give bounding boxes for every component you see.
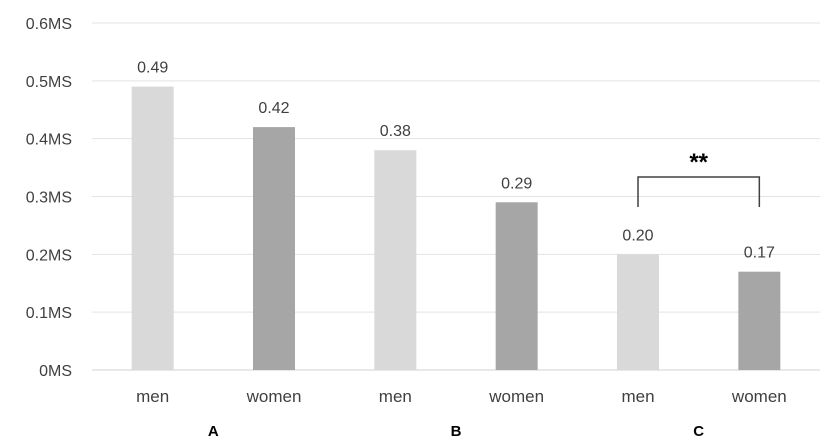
y-tick-label: 0.3MS xyxy=(26,190,72,207)
group-labels: A B C xyxy=(208,423,704,440)
value-label: 0.38 xyxy=(380,123,411,140)
group-label: B xyxy=(451,423,462,440)
value-label: 0.49 xyxy=(137,60,168,77)
y-tick-label: 0.1MS xyxy=(26,305,72,322)
bars xyxy=(131,86,781,370)
gridlines xyxy=(92,22,820,371)
significance-bracket xyxy=(637,176,761,207)
value-label: 0.20 xyxy=(622,227,653,244)
bar xyxy=(617,254,659,370)
y-tick-label: 0.2MS xyxy=(26,247,72,264)
value-label: 0.17 xyxy=(744,245,775,262)
bar xyxy=(253,127,295,370)
y-tick-label: 0MS xyxy=(39,363,72,380)
y-axis-ticks: 0MS 0.1MS 0.2MS 0.3MS 0.4MS 0.5MS 0.6MS xyxy=(26,16,72,380)
y-tick-label: 0.4MS xyxy=(26,132,72,149)
significance-stars: ** xyxy=(689,149,708,176)
category-label: men xyxy=(621,387,654,406)
y-tick-label: 0.5MS xyxy=(26,74,72,91)
y-tick-label: 0.6MS xyxy=(26,16,72,33)
category-label: women xyxy=(488,387,544,406)
category-label: men xyxy=(136,387,169,406)
bar xyxy=(131,86,174,370)
group-label: C xyxy=(693,423,704,440)
category-label: men xyxy=(379,387,412,406)
bar xyxy=(495,202,538,370)
category-label: women xyxy=(731,387,787,406)
value-labels: 0.49 0.42 0.38 0.29 0.20 0.17 xyxy=(137,60,775,262)
value-label: 0.29 xyxy=(501,175,532,192)
category-label: women xyxy=(246,387,302,406)
group-label: A xyxy=(208,423,219,440)
bar xyxy=(738,271,781,370)
category-labels: men women men women men women xyxy=(136,387,787,406)
annotations: ** xyxy=(637,149,761,207)
value-label: 0.42 xyxy=(258,100,289,117)
bar xyxy=(374,150,417,370)
